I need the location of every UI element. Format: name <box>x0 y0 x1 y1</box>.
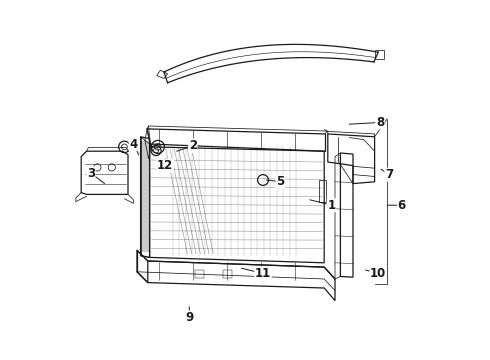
Text: 6: 6 <box>397 199 406 212</box>
Text: 1: 1 <box>327 199 336 212</box>
Text: 3: 3 <box>87 167 95 180</box>
Text: 2: 2 <box>189 139 197 152</box>
Text: 9: 9 <box>185 311 194 324</box>
Text: 11: 11 <box>255 267 271 280</box>
Text: 4: 4 <box>129 138 138 150</box>
Bar <box>223 270 232 278</box>
Bar <box>319 180 326 202</box>
Text: 10: 10 <box>370 267 386 280</box>
Text: 12: 12 <box>157 159 173 172</box>
Text: 7: 7 <box>385 168 393 181</box>
Text: 8: 8 <box>376 116 384 129</box>
Bar <box>195 270 204 278</box>
Text: 5: 5 <box>276 175 284 188</box>
